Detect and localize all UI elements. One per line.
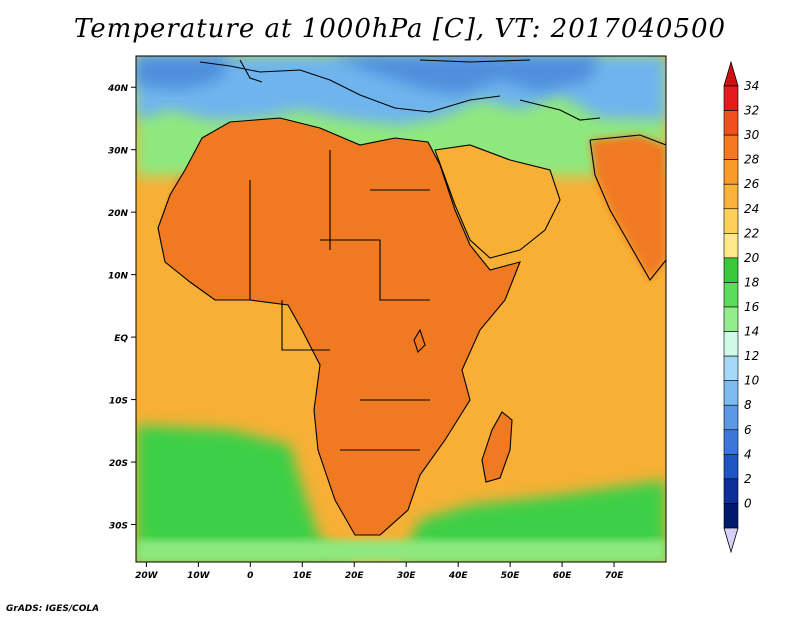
colorbar-label: 30 (744, 128, 760, 142)
lon-tick-label: 40E (448, 571, 469, 581)
lon-tick-label: 30E (397, 571, 417, 581)
colorbar-swatch (723, 503, 739, 529)
south-atlantic-cool-region (136, 425, 360, 562)
colorbar-swatch (723, 233, 739, 259)
colorbar-label: 8 (744, 398, 752, 412)
lon-tick-label: 10E (293, 571, 313, 581)
temperature-map: 40N 30N 20N 10N EQ 10S 20S 30S 20W 10W 0 10E 20E 30E… (107, 55, 760, 581)
colorbar-label: 26 (744, 177, 760, 191)
lat-tick-label: 10S (109, 397, 128, 407)
cold-north-region (330, 56, 600, 95)
colorbar-swatch (723, 404, 739, 431)
southern-band-region (136, 540, 666, 562)
lon-tick-label: 50E (501, 571, 521, 581)
longitude-axis: 20W 10W 0 10E 20E 30E 40E 50E 60E 70E (135, 562, 624, 581)
lat-tick-label: 20N (108, 209, 129, 219)
colorbar-bottom-arrow (723, 527, 739, 554)
colorbar-swatch (723, 134, 739, 160)
colorbar-label: 4 (744, 447, 752, 461)
latitude-axis: 40N 30N 20N 10N EQ 10S 20S 30S (107, 84, 136, 532)
colorbar-label: 24 (744, 202, 759, 216)
lon-tick-label: 60E (553, 571, 573, 581)
colorbar-label: 22 (744, 226, 759, 240)
atlantic-cool-region (136, 56, 230, 90)
colorbar-swatch (723, 454, 739, 480)
colorbar-label: 18 (744, 275, 760, 289)
colorbar-label: 14 (744, 325, 759, 339)
colorbar-label: 20 (744, 251, 760, 265)
colorbar-label: 10 (744, 374, 760, 388)
lat-tick-label: 30S (109, 522, 128, 532)
grads-credit: GrADS: IGES/COLA (6, 604, 100, 614)
colorbar-swatch (723, 282, 739, 308)
colorbar-swatch (723, 208, 739, 234)
lat-tick-label: EQ (114, 334, 128, 344)
colorbar-top-arrow (723, 60, 739, 87)
lon-tick-label: 0 (247, 571, 253, 581)
colorbar-swatch (723, 257, 739, 283)
colorbar-swatch (723, 331, 739, 357)
colorbar-label: 6 (744, 423, 752, 437)
arabia-landmass (435, 145, 560, 258)
colorbar-label: 32 (744, 104, 759, 118)
lon-tick-label: 10W (187, 571, 211, 581)
colorbar-swatch (723, 85, 739, 111)
colorbar-label: 0 (744, 496, 752, 510)
lon-tick-label: 70E (605, 571, 625, 581)
colorbar-swatch (723, 380, 739, 406)
colorbar-label: 34 (744, 79, 759, 93)
colorbar-swatch (723, 429, 739, 455)
map-title: Temperature at 1000hPa [C], VT: 20170405… (73, 14, 727, 44)
colorbar-label: 2 (744, 472, 752, 486)
colorbar-swatch (723, 306, 739, 332)
colorbar-label: 12 (744, 349, 759, 363)
colorbar-label: 28 (744, 153, 760, 167)
colorbar-swatch (723, 110, 739, 136)
lon-tick-label: 20W (135, 571, 159, 581)
lon-tick-label: 20E (345, 571, 365, 581)
lat-tick-label: 20S (109, 459, 128, 469)
colorbar-swatch (723, 355, 739, 381)
colorbar-label: 16 (744, 300, 760, 314)
coastlines (157, 59, 666, 536)
colorbar-swatch (723, 159, 739, 185)
india-landmass (590, 135, 666, 280)
colorbar-swatch (723, 183, 739, 210)
map-frame (135, 55, 667, 563)
colorbar-swatch (723, 478, 739, 504)
lat-tick-label: 10N (108, 272, 129, 282)
lat-tick-label: 30N (108, 147, 129, 157)
lat-tick-label: 40N (107, 84, 129, 94)
